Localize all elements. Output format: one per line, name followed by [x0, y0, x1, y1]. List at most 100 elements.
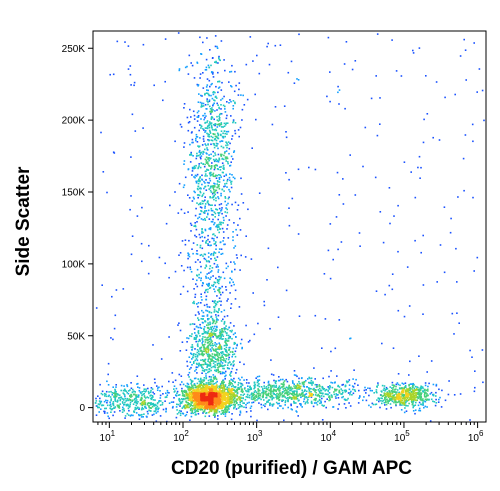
event-point [228, 196, 230, 199]
event-point [142, 408, 145, 410]
event-point [239, 414, 241, 416]
event-point [245, 411, 248, 413]
event-point [200, 206, 203, 209]
event-point [288, 397, 291, 399]
event-point [124, 395, 126, 398]
event-point [359, 395, 361, 397]
event-point [207, 336, 209, 339]
event-point [182, 285, 185, 288]
event-point [181, 341, 184, 343]
event-point [199, 236, 202, 239]
event-point [278, 376, 280, 378]
event-point [233, 360, 235, 362]
event-point [225, 141, 227, 143]
event-point [198, 363, 200, 366]
event-point [214, 412, 216, 414]
event-point [353, 389, 356, 391]
event-point [153, 393, 156, 395]
event-point [219, 364, 221, 366]
event-point [216, 362, 219, 365]
event-point [210, 316, 212, 318]
event-point [192, 356, 194, 358]
event-point [200, 364, 202, 367]
event-point [231, 367, 234, 370]
event-point [193, 361, 195, 363]
event-point [212, 285, 214, 287]
event-point [134, 408, 136, 411]
event-point [396, 389, 399, 391]
event-point [220, 406, 223, 409]
event-point [231, 413, 233, 415]
event-point [200, 406, 203, 409]
event-point [154, 403, 156, 406]
event-point [243, 402, 245, 404]
event-point [225, 289, 228, 291]
event-point [276, 398, 278, 400]
event-point [171, 406, 174, 409]
event-point [294, 393, 296, 396]
event-point [188, 388, 191, 390]
event-point [138, 389, 141, 392]
event-point [199, 202, 202, 204]
event-point [204, 258, 207, 261]
event-point [424, 392, 426, 394]
event-point [329, 397, 331, 400]
event-point [145, 388, 147, 390]
event-point [343, 63, 346, 65]
event-point [268, 399, 271, 401]
event-point [190, 395, 192, 397]
event-point [234, 403, 236, 406]
event-point [198, 154, 200, 157]
event-point [297, 400, 300, 402]
event-point [194, 359, 196, 362]
event-point [212, 252, 215, 255]
event-point [344, 398, 346, 401]
event-point [213, 239, 215, 242]
event-point [415, 391, 418, 394]
event-point [224, 183, 226, 185]
event-point [202, 367, 204, 370]
event-point [194, 398, 196, 400]
event-point [135, 412, 138, 414]
event-point [211, 353, 214, 355]
event-point [202, 354, 204, 357]
event-point [220, 348, 223, 350]
event-point [173, 397, 175, 399]
event-point [214, 185, 216, 188]
event-point [107, 395, 110, 398]
event-point [239, 398, 241, 400]
event-point [192, 397, 195, 399]
event-point [217, 159, 219, 162]
event-point [148, 404, 150, 407]
event-point [212, 365, 214, 368]
event-point [395, 70, 398, 72]
event-point [250, 258, 253, 260]
event-point [252, 398, 254, 401]
event-point [216, 115, 218, 118]
event-point [235, 400, 237, 402]
event-point [178, 182, 181, 185]
event-point [384, 293, 386, 296]
event-point [183, 395, 185, 398]
event-point [127, 414, 130, 416]
event-point [218, 207, 221, 210]
event-point [281, 399, 283, 402]
event-point [199, 73, 202, 75]
event-point [206, 84, 209, 86]
event-point [228, 176, 231, 179]
event-point [435, 398, 437, 401]
event-point [218, 401, 220, 403]
event-point [192, 400, 195, 403]
event-point [216, 225, 218, 227]
event-point [186, 385, 189, 388]
event-point [329, 399, 331, 401]
event-point [216, 174, 218, 177]
event-point [199, 77, 201, 79]
event-point [220, 397, 223, 399]
event-point [212, 109, 214, 111]
event-point [213, 378, 216, 380]
event-point [217, 358, 219, 360]
event-point [216, 406, 219, 409]
event-point [408, 305, 411, 307]
event-point [207, 101, 209, 103]
